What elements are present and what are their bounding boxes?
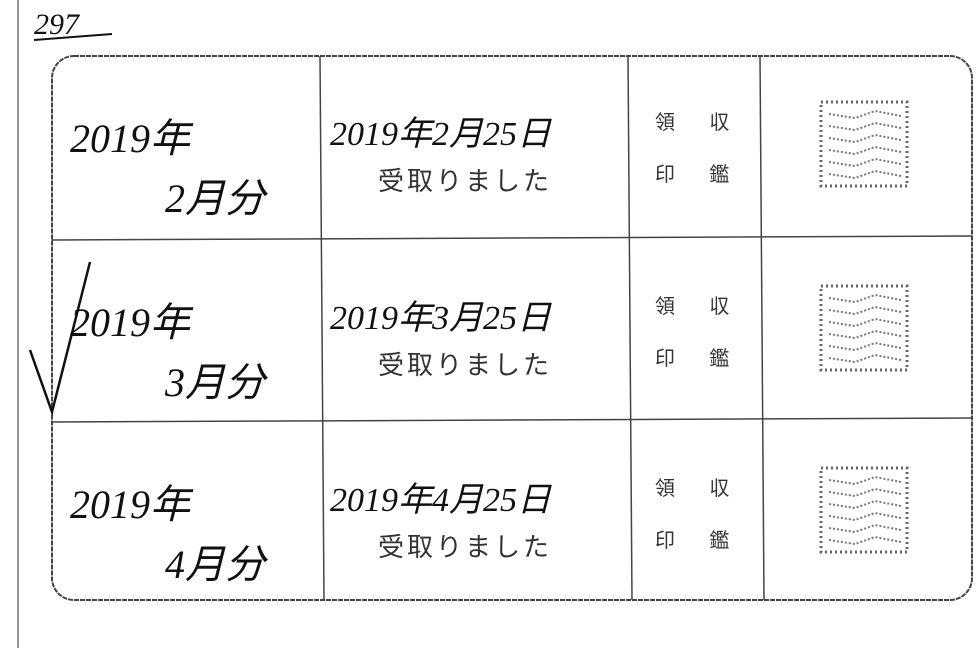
stamp-pattern [828,329,902,340]
stamp-pattern [828,121,902,132]
period-year: 2019年 [70,116,190,161]
received-date: 2019年3月25日 [330,300,551,337]
period-year: 2019年 [70,482,190,527]
seal-label: 印 鑑 [655,162,744,186]
period-month: 4月分 [165,542,265,587]
column-line [319,55,325,601]
period-month: 2月分 [165,176,265,221]
check-mark [28,261,92,417]
column-line [627,55,633,601]
seal-stamp [819,284,909,372]
received-status: 受取りました [378,533,553,563]
stamp-pattern [828,293,902,304]
stamp-pattern [828,499,902,510]
seal-stamp [819,100,909,188]
period-month: 3月分 [165,360,265,405]
stamp-pattern [828,109,902,120]
note-underline [33,33,113,41]
table-border [51,55,973,601]
received-date: 2019年4月25日 [330,482,551,519]
seal-label: 領 収 [655,110,744,134]
row-line [51,235,973,241]
stamp-pattern [828,475,902,486]
row-line [51,417,973,423]
seal-label: 印 鑑 [655,346,744,370]
seal-label: 印 鑑 [655,528,744,552]
stamp-pattern [828,341,902,352]
received-status: 受取りました [378,351,553,381]
stamp-pattern [828,523,902,534]
stamp-pattern [828,145,902,156]
stamp-pattern [828,535,902,546]
stamp-pattern [828,353,902,364]
seal-label: 領 収 [655,294,744,318]
stamp-pattern [828,157,902,168]
stamp-pattern [828,511,902,522]
stamp-pattern [828,133,902,144]
stamp-pattern [828,169,902,180]
stamp-pattern [828,305,902,316]
period-year: 2019年 [70,300,190,345]
page-note: 297 [34,8,79,41]
received-date: 2019年2月25日 [330,116,551,153]
stamp-pattern [828,317,902,328]
stamp-pattern [828,487,902,498]
seal-label: 領 収 [655,476,744,500]
seal-stamp [819,466,909,554]
column-line [759,55,765,601]
received-status: 受取りました [378,167,553,197]
